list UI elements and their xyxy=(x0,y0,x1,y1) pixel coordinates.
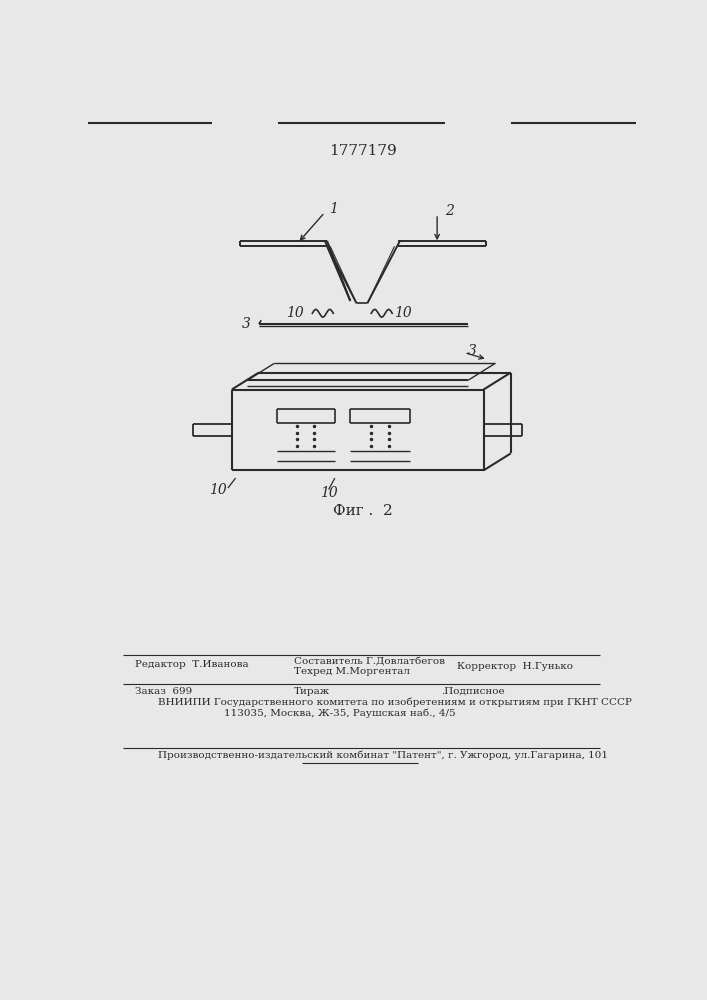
Text: 1777179: 1777179 xyxy=(329,144,397,158)
Text: 3: 3 xyxy=(243,317,251,331)
Text: 10: 10 xyxy=(286,306,304,320)
Text: 3: 3 xyxy=(468,344,477,358)
Text: 2: 2 xyxy=(445,204,454,218)
Text: ВНИИПИ Государственного комитета по изобретениям и открытиям при ГКНТ СССР: ВНИИПИ Государственного комитета по изоб… xyxy=(158,698,632,707)
Text: 10: 10 xyxy=(395,306,412,320)
Text: Техред М.Моргентал: Техред М.Моргентал xyxy=(293,667,410,676)
Text: Фиг .  2: Фиг . 2 xyxy=(333,504,392,518)
Text: .Подписное: .Подписное xyxy=(441,687,505,696)
Text: 1: 1 xyxy=(329,202,337,216)
Text: Тираж: Тираж xyxy=(293,687,330,696)
Text: Производственно-издательский комбинат "Патент", г. Ужгород, ул.Гагарина, 101: Производственно-издательский комбинат "П… xyxy=(158,751,608,760)
Text: 10: 10 xyxy=(320,486,337,500)
Text: Заказ  699: Заказ 699 xyxy=(135,687,192,696)
Text: Корректор  Н.Гунько: Корректор Н.Гунько xyxy=(457,662,573,671)
Text: 113035, Москва, Ж-35, Раушская наб., 4/5: 113035, Москва, Ж-35, Раушская наб., 4/5 xyxy=(224,708,455,718)
Text: Составитель Г.Довлатбегов: Составитель Г.Довлатбегов xyxy=(293,657,445,666)
Text: Редактор  Т.Иванова: Редактор Т.Иванова xyxy=(135,660,248,669)
Text: 10: 10 xyxy=(209,483,226,497)
